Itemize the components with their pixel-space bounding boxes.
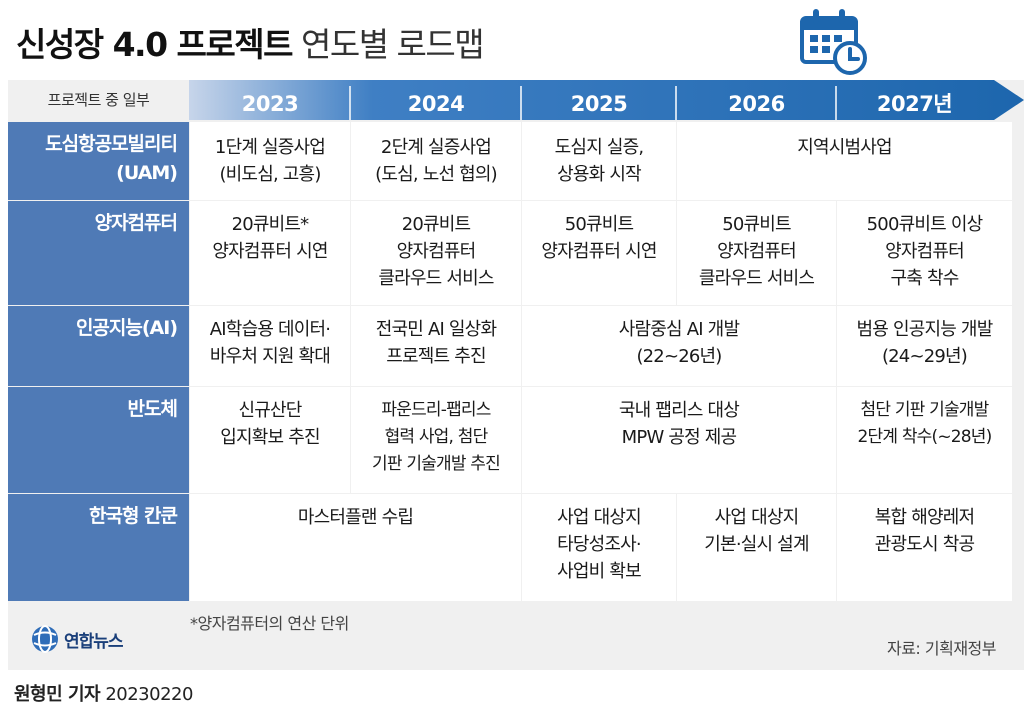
- page-title: 신성장 4.0 프로젝트 연도별 로드맵: [16, 18, 485, 66]
- cell-ai-2025-2026: 사람중심 AI 개발 (22~26년): [522, 306, 836, 386]
- row-label-line: 한국형 칸쿤: [88, 505, 178, 527]
- row-label-semiconductor: 반도체: [8, 387, 189, 493]
- cell-ai-2023: AI학습용 데이터· 바우처 지원 확대: [190, 306, 350, 386]
- cell-line: 파운드리-팹리스: [381, 400, 491, 420]
- cell-line: 상용화 시작: [557, 164, 642, 185]
- cell-uam-2026-2027: 지역시범사업: [677, 122, 1012, 200]
- cell-quantum-2027: 500큐비트 이상 양자컴퓨터 구축 착수: [837, 201, 1012, 305]
- cell-cancun-2025: 사업 대상지 타당성조사· 사업비 확보: [522, 494, 676, 601]
- cell-quantum-2025: 50큐비트 양자컴퓨터 시연: [522, 201, 676, 305]
- cell-cancun-2026: 사업 대상지 기본·실시 설계: [677, 494, 836, 601]
- cell-line: (도심, 노선 협의): [375, 164, 498, 185]
- cell-line: 국내 팹리스 대상: [618, 400, 740, 421]
- cell-line: (비도심, 고흥): [219, 164, 321, 185]
- cell-line: 50큐비트: [722, 214, 791, 235]
- cell-line: MPW 공정 제공: [621, 427, 737, 448]
- cell-line: 양자컴퓨터 시연: [541, 241, 657, 262]
- cell-ai-2027: 범용 인공지능 개발 (24~29년): [837, 306, 1012, 386]
- cell-line: 입지확보 추진: [220, 427, 320, 448]
- row-label-uam: 도심항공모빌리티 (UAM): [8, 122, 189, 200]
- cell-line: 범용 인공지능 개발: [856, 319, 994, 340]
- row-label-line: 도심항공모빌리티: [45, 133, 178, 155]
- cell-line: 양자컴퓨터 시연: [212, 241, 328, 262]
- cell-line: 바우처 지원 확대: [209, 346, 331, 367]
- cell-quantum-2024: 20큐비트 양자컴퓨터 클라우드 서비스: [351, 201, 521, 305]
- row-label-line: 반도체: [127, 398, 178, 420]
- cell-line: 관광도시 착공: [874, 534, 975, 555]
- cell-line: 지역시범사업: [797, 137, 892, 158]
- cell-line: 2단계 착수(~28년): [857, 427, 993, 447]
- cell-line: 20큐비트*: [231, 214, 310, 235]
- cell-semi-2027: 첨단 기판 기술개발 2단계 착수(~28년): [837, 387, 1012, 493]
- cell-line: 500큐비트 이상: [866, 214, 983, 235]
- year-2025: 2025: [570, 92, 628, 116]
- footnote: *양자컴퓨터의 연산 단위: [190, 614, 349, 633]
- cell-line: 기본·실시 설계: [704, 534, 809, 555]
- cell-cancun-2027: 복합 해양레저 관광도시 착공: [837, 494, 1012, 601]
- cell-cancun-2023-2024: 마스터플랜 수립: [190, 494, 521, 601]
- cell-line: 프로젝트 추진: [386, 346, 486, 367]
- cell-line: 사업 대상지: [714, 507, 800, 528]
- row-label-cancun: 한국형 칸쿤: [8, 494, 189, 601]
- row-label-line: (UAM): [116, 162, 178, 184]
- cell-line: 클라우드 서비스: [378, 268, 494, 289]
- cell-line: (24~29년): [881, 346, 968, 367]
- title-bold: 신성장 4.0 프로젝트: [16, 25, 293, 64]
- cell-line: 복합 해양레저: [874, 507, 975, 528]
- row-label-line: 양자컴퓨터: [94, 212, 178, 234]
- cell-line: 사업비 확보: [557, 561, 642, 582]
- yonhap-logo: 연합뉴스: [30, 624, 124, 654]
- cell-line: 마스터플랜 수립: [297, 507, 414, 528]
- cell-line: 전국민 AI 일상화: [375, 319, 497, 340]
- cell-uam-2024: 2단계 실증사업 (도심, 노선 협의): [351, 122, 521, 200]
- cell-line: AI학습용 데이터·: [209, 319, 331, 340]
- cell-line: 1단계 실증사업: [214, 137, 326, 158]
- row-label-line: 인공지능(AI): [75, 317, 178, 339]
- title-light: 연도별 로드맵: [300, 25, 485, 64]
- cell-uam-2025: 도심지 실증, 상용화 시작: [522, 122, 676, 200]
- cell-quantum-2023: 20큐비트* 양자컴퓨터 시연: [190, 201, 350, 305]
- cell-ai-2024: 전국민 AI 일상화 프로젝트 추진: [351, 306, 521, 386]
- cell-line: 협력 사업, 첨단: [384, 427, 489, 447]
- year-2024: 2024: [407, 92, 465, 116]
- row-label-ai: 인공지능(AI): [8, 306, 189, 386]
- header-project-label: 프로젝트 중 일부: [47, 91, 150, 109]
- cell-line: 클라우드 서비스: [698, 268, 815, 289]
- calendar-clock-icon: [800, 9, 867, 75]
- cell-line: 20큐비트: [401, 214, 471, 235]
- cell-line: 신규산단: [238, 400, 302, 421]
- cell-line: 구축 착수: [890, 268, 960, 289]
- cell-semi-2025-2026: 국내 팹리스 대상 MPW 공정 제공: [522, 387, 836, 493]
- cell-line: 타당성조사·: [557, 534, 642, 555]
- publish-date: 20230220: [105, 684, 193, 705]
- cell-line: 양자컴퓨터: [717, 241, 797, 262]
- cell-line: 50큐비트: [564, 214, 634, 235]
- timeline-arrow: [189, 80, 1024, 120]
- year-2027: 2027년: [876, 92, 953, 116]
- year-2023: 2023: [241, 92, 299, 116]
- yonhap-globe-icon: [32, 625, 58, 653]
- cell-line: 도심지 실증,: [554, 137, 644, 158]
- cell-line: 사업 대상지: [557, 507, 642, 528]
- row-label-quantum: 양자컴퓨터: [8, 201, 189, 305]
- cell-line: 양자컴퓨터: [885, 241, 965, 262]
- cell-uam-2023: 1단계 실증사업 (비도심, 고흥): [190, 122, 350, 200]
- source-credit: 자료: 기획재정부: [886, 639, 997, 658]
- cell-line: 첨단 기판 기술개발: [860, 400, 990, 420]
- cell-line: 2단계 실증사업: [380, 137, 492, 158]
- cell-line: 기판 기술개발 추진: [372, 454, 501, 474]
- cell-line: 사람중심 AI 개발: [618, 319, 740, 340]
- byline: 원형민 기자 20230220: [14, 680, 193, 706]
- cell-quantum-2026: 50큐비트 양자컴퓨터 클라우드 서비스: [677, 201, 836, 305]
- cell-line: 양자컴퓨터: [396, 241, 477, 262]
- logo-text: 연합뉴스: [64, 631, 124, 652]
- cell-semi-2024: 파운드리-팹리스 협력 사업, 첨단 기판 기술개발 추진: [351, 387, 521, 493]
- reporter-name: 원형민 기자: [14, 684, 101, 705]
- cell-semi-2023: 신규산단 입지확보 추진: [190, 387, 350, 493]
- year-2026: 2026: [728, 92, 785, 116]
- cell-line: (22~26년): [636, 346, 722, 367]
